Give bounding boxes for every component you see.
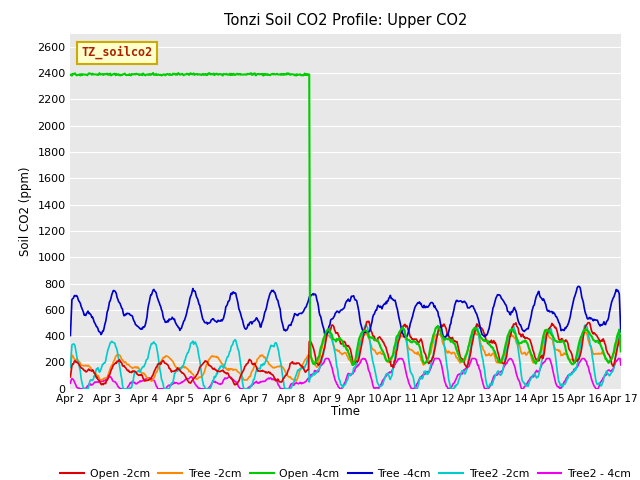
Title: Tonzi Soil CO2 Profile: Upper CO2: Tonzi Soil CO2 Profile: Upper CO2 bbox=[224, 13, 467, 28]
X-axis label: Time: Time bbox=[331, 405, 360, 418]
Legend: Open -2cm, Tree -2cm, Open -4cm, Tree -4cm, Tree2 -2cm, Tree2 - 4cm: Open -2cm, Tree -2cm, Open -4cm, Tree -4… bbox=[56, 464, 635, 480]
Y-axis label: Soil CO2 (ppm): Soil CO2 (ppm) bbox=[19, 167, 32, 256]
Text: TZ_soilco2: TZ_soilco2 bbox=[81, 46, 153, 60]
